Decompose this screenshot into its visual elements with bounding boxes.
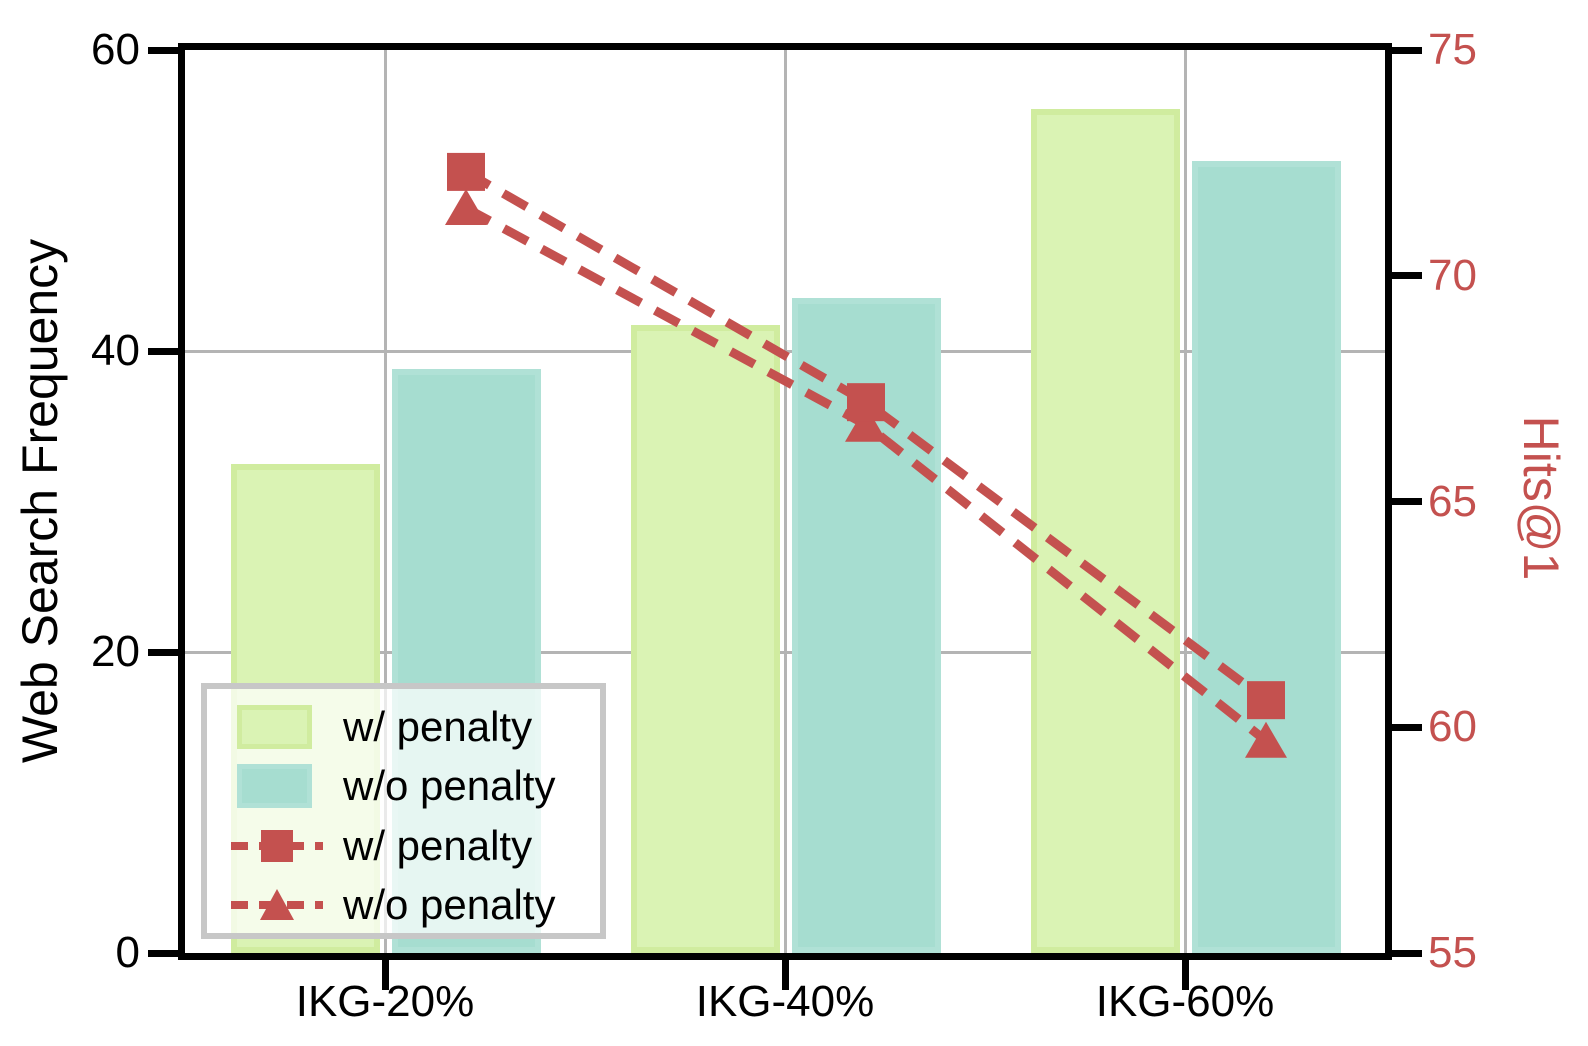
x-axis-tick-label-ikg-60: IKG-60% [1095,977,1275,1026]
legend: w/ penalty w/o penalty w/ penalty w/o penal… [201,683,606,939]
right-axis-tick [1392,46,1422,54]
gridline-vertical [783,50,787,953]
legend-row-w-o-penalty-1: w/o penalty [207,757,600,815]
legend-swatch-line [231,888,323,920]
square-legend-marker [261,829,293,862]
x-axis-tick [381,960,389,990]
right-axis-tick-label: 55 [1428,928,1477,977]
legend-label: w/o penalty [343,880,556,928]
bar-w-o-penalty-ikg-60 [1191,161,1341,953]
right-axis-tick-label: 60 [1428,702,1477,752]
right-axis-tick [1392,723,1422,731]
legend-label: w/ penalty [343,821,533,869]
gridline-vertical [1183,50,1187,953]
square-marker-w-penalty [447,152,485,191]
legend-swatch-line [231,829,323,862]
line-overlay [445,152,1287,758]
right-axis-tick [1392,498,1422,505]
left-axis-title: Web Search Frequency [12,238,68,764]
legend-row-w-o-penalty-3: w/o penalty [207,876,600,934]
right-axis-tick-label: 75 [1428,25,1477,74]
x-axis-tick-label-ikg-40: IKG-40% [695,977,875,1026]
left-axis-tick [148,46,178,54]
left-axis-tick-label: 0 [115,928,140,977]
left-axis-tick [148,648,178,656]
triangle-marker-w-o-penalty [1245,721,1287,758]
right-axis-tick-label: 65 [1428,476,1477,526]
legend-label: w/ penalty [343,703,533,750]
left-axis-tick-label: 20 [91,627,140,676]
square-marker-w-penalty [847,383,885,422]
bar-w-penalty-ikg-40 [630,325,780,953]
right-axis-tick [1392,949,1422,957]
left-axis-tick [148,347,178,355]
gridline-vertical [383,50,387,953]
left-axis-tick [148,949,178,957]
triangle-marker-w-o-penalty [445,189,487,226]
x-axis-tick [781,960,789,990]
x-axis-tick [1181,960,1189,990]
left-axis-tick-label: 60 [91,25,140,74]
bar-w-penalty-ikg-60 [1030,108,1180,953]
right-axis-tick-label: 70 [1428,250,1477,300]
legend-row-w-penalty-2: w/ penalty [207,817,600,875]
right-axis-title: Hits@1 [1513,415,1569,581]
right-axis-tick [1392,272,1422,280]
triangle-legend-marker [260,888,294,920]
line-w-o-penalty [463,204,1269,745]
legend-swatch-patch [237,705,312,749]
legend-row-w-penalty-0: w/ penalty [207,698,600,756]
legend-label: w/o penalty [343,762,556,810]
square-marker-w-penalty [1247,681,1285,720]
x-axis-tick-label-ikg-20: IKG-20% [295,977,475,1026]
line-w-penalty [463,168,1269,704]
triangle-marker-w-o-penalty [845,405,887,442]
left-axis-tick-label: 40 [91,326,140,375]
legend-swatch-patch [237,764,312,809]
